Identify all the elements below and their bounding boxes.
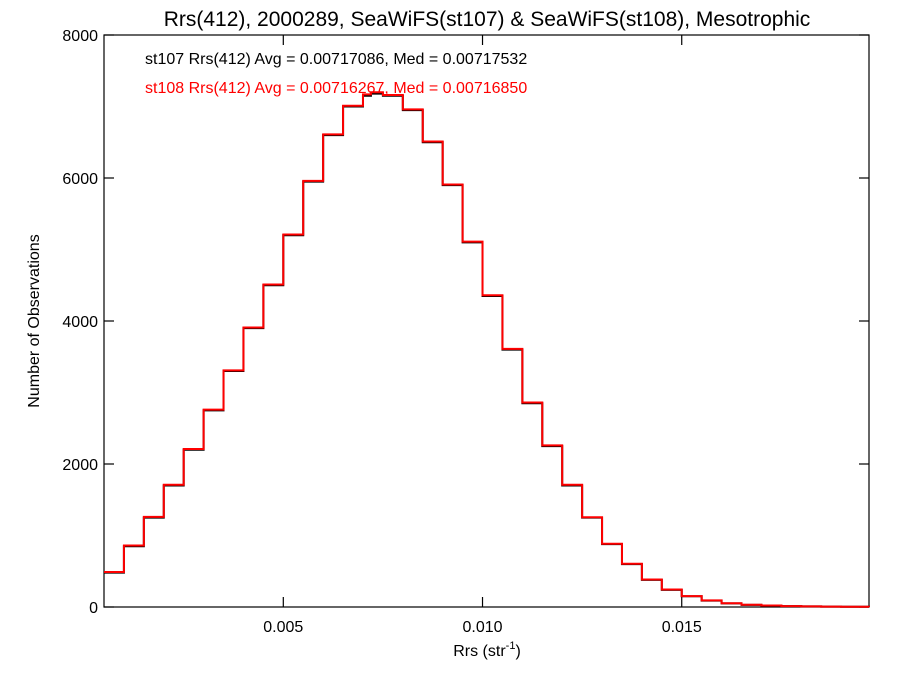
x-axis-label: Rrs (str-1) — [453, 640, 521, 660]
x-tick-label: 0.010 — [462, 619, 502, 636]
y-axis-label: Number of Observations — [26, 234, 43, 407]
y-tick-label: 0 — [89, 600, 98, 617]
x-axis-label-superscript: -1 — [506, 640, 516, 652]
chart-title: Rrs(412), 2000289, SeaWiFS(st107) & SeaW… — [164, 8, 811, 31]
y-tick-label: 6000 — [62, 171, 98, 188]
series-line-st107 — [104, 92, 870, 608]
series-line-st108 — [104, 91, 870, 608]
y-axis: 0 2000 4000 6000 8000 — [62, 28, 869, 617]
y-tick-label: 4000 — [62, 314, 98, 331]
x-tick-label: 0.015 — [662, 619, 702, 636]
x-axis: 0.005 0.010 0.015 — [263, 35, 702, 636]
legend-entry-st108: st108 Rrs(412) Avg = 0.00716267, Med = 0… — [145, 80, 527, 97]
x-axis-label-close: ) — [515, 643, 520, 660]
legend-entry-st107: st107 Rrs(412) Avg = 0.00717086, Med = 0… — [145, 51, 527, 68]
y-tick-label: 2000 — [62, 457, 98, 474]
series-layer — [104, 91, 870, 608]
x-axis-label-main: Rrs (str — [453, 643, 506, 660]
plot-frame — [103, 34, 870, 608]
x-tick-label: 0.005 — [263, 619, 303, 636]
y-tick-label: 8000 — [62, 28, 98, 45]
